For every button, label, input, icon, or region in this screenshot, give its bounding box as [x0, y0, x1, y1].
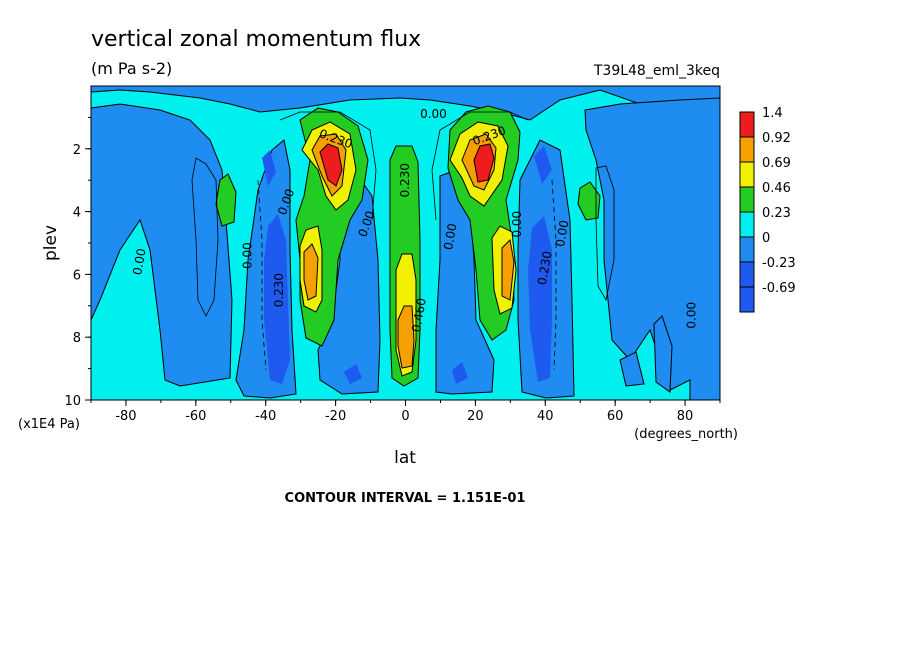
- chart-title: vertical zonal momentum flux: [91, 27, 421, 52]
- color-legend: 1.4 0.92 0.69 0.46 0.23 0 -0.23 -0.69: [739, 106, 796, 313]
- contour-interval: CONTOUR INTERVAL = 1.151E-01: [285, 491, 526, 506]
- run-label: T39L48_eml_3keq: [593, 63, 720, 79]
- legend-label: 0.46: [762, 181, 791, 196]
- contour-label: 0.00: [553, 219, 571, 248]
- max-north: [473, 143, 495, 183]
- min-south-bottom: [344, 364, 362, 384]
- y-axis-units: (x1E4 Pa): [18, 417, 80, 432]
- region-right-bottom: [653, 315, 673, 393]
- legend-label: 0: [762, 231, 770, 246]
- legend-label: 1.4: [762, 106, 783, 121]
- y-tick-label: 4: [73, 206, 81, 221]
- x-tick-label: 20: [467, 409, 484, 424]
- legend-swatch: [739, 186, 755, 213]
- contour-line-dashed: [551, 179, 557, 371]
- y-tick-label: 10: [64, 394, 81, 409]
- legend-label: -0.69: [762, 281, 796, 296]
- orange-north-lower: [501, 238, 515, 301]
- blob-west: [215, 173, 237, 227]
- negative-shading: [91, 86, 720, 400]
- legend-label: 0.92: [762, 131, 791, 146]
- y-tick-label: 8: [73, 331, 81, 346]
- legend-label: 0.69: [762, 156, 791, 171]
- orange-south-lower: [303, 243, 319, 301]
- y-axis-label: plev: [41, 225, 61, 261]
- orange-equator: [397, 305, 415, 369]
- x-tick-label: -20: [325, 409, 346, 424]
- strong-negative-shading: [262, 146, 552, 384]
- legend-swatch: [739, 136, 755, 163]
- contour-line: [431, 111, 529, 221]
- x-tick-label: 0: [401, 409, 409, 424]
- x-tick-label: -80: [115, 409, 136, 424]
- contour-label: 0.230: [272, 273, 286, 307]
- min-south-upper: [262, 150, 276, 186]
- contour-label: 0.00: [441, 222, 459, 251]
- chart-units: (m Pa s-2): [91, 59, 172, 78]
- contour-line: [191, 157, 219, 317]
- max-south: [319, 143, 343, 187]
- x-tick-label: 40: [537, 409, 554, 424]
- x-tick-label: 60: [607, 409, 624, 424]
- contour-label: 0.00: [510, 211, 524, 238]
- min-north: [528, 216, 552, 382]
- x-tick-label: -40: [255, 409, 276, 424]
- blob-east: [577, 181, 601, 221]
- min-south: [264, 214, 290, 384]
- region-top-band: [91, 86, 720, 121]
- contour-line: [595, 165, 615, 302]
- contour-label: 0.230: [535, 250, 555, 286]
- contour-line-dashed: [257, 179, 267, 371]
- legend-swatch: [739, 161, 755, 188]
- contour-label: 0.230: [398, 163, 412, 197]
- contour-lines: [191, 111, 615, 371]
- min-north-upper: [534, 146, 552, 184]
- contour-label: 0.00: [241, 242, 255, 269]
- y-tick-label: 6: [73, 268, 81, 283]
- x-axis-label: lat: [394, 448, 416, 468]
- x-tick-label: -60: [185, 409, 206, 424]
- region-right-small: [619, 351, 645, 387]
- x-tick-label: 80: [677, 409, 694, 424]
- contour-line: [279, 111, 377, 221]
- contour-label: 0.460: [409, 297, 429, 333]
- contour-plot-area: [91, 86, 720, 400]
- legend-swatch: [739, 261, 755, 288]
- y-tick-label: 2: [73, 143, 81, 158]
- x-axis-units: (degrees_north): [634, 427, 738, 442]
- region-left-lower: [91, 103, 233, 387]
- legend-label: 0.23: [762, 206, 791, 221]
- legend-label: -0.23: [762, 256, 796, 271]
- legend-swatch: [739, 236, 755, 263]
- legend-swatch: [739, 111, 755, 138]
- x-axis: -80 -60 -40 -20 0 20 40 60 80: [90, 400, 721, 424]
- contour-label: 0.00: [130, 247, 148, 276]
- y-axis: 2 4 6 8 10: [64, 116, 91, 409]
- min-north-bottom: [452, 362, 468, 384]
- legend-swatch: [739, 211, 755, 238]
- legend-swatch: [739, 286, 755, 313]
- contour-label: 0.00: [685, 302, 699, 329]
- red-shading: [319, 143, 495, 187]
- contour-label: 0.00: [420, 107, 447, 121]
